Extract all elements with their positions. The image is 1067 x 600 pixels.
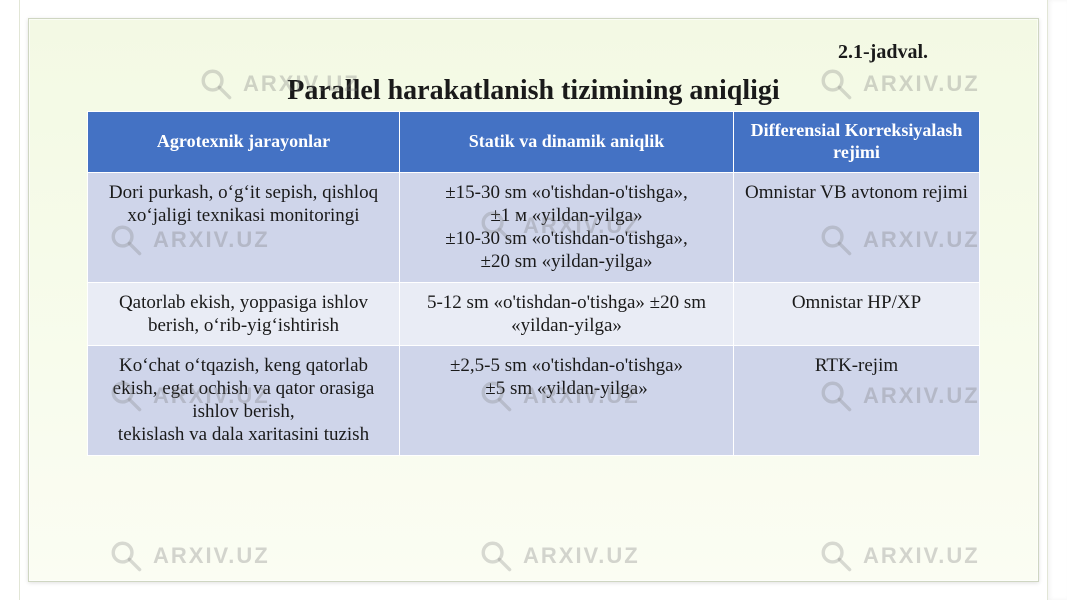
watermark-text: ARXIV.UZ xyxy=(863,543,980,569)
magnifier-icon xyxy=(819,539,853,573)
table-header-row: Agrotexnik jarayonlar Statik va dinamik … xyxy=(88,112,980,173)
cell-mode: Omnistar HP/XP xyxy=(734,282,980,345)
watermark-text: ARXIV.UZ xyxy=(153,543,270,569)
magnifier-icon xyxy=(109,539,143,573)
slide-title: Parallel harakatlanish tizimining aniqli… xyxy=(69,75,998,107)
cell-text: ±15-30 sm «o'tishdan-o'tishga», ±1 м «yi… xyxy=(445,182,688,273)
cell-process: Dori purkash, oʻgʻit sepish, qishloq xoʻ… xyxy=(88,172,400,282)
watermark: ARXIV.UZ xyxy=(479,539,640,573)
cell-text: Qatorlab ekish, yoppasiga ishlov berish,… xyxy=(119,292,368,336)
cell-mode: Omnistar VB avtonom rejimi xyxy=(734,172,980,282)
cell-accuracy: 5-12 sm «o'tishdan-o'tishga» ±20 sm «yil… xyxy=(400,282,734,345)
cell-mode: RTK-rejim xyxy=(734,345,980,455)
table-number-label: 2.1-jadval. xyxy=(838,41,928,64)
col-header-accuracy: Statik va dinamik aniqlik xyxy=(400,112,734,173)
cell-text: Dori purkash, oʻgʻit sepish, qishloq xoʻ… xyxy=(109,182,378,226)
watermark-text: ARXIV.UZ xyxy=(523,543,640,569)
col-header-mode: Differensial Korreksiyalash rejimi xyxy=(734,112,980,173)
cell-text: Koʻchat oʻtqazish, keng qatorlab ekish, … xyxy=(113,355,375,446)
cell-text: 5-12 sm «o'tishdan-o'tishga» ±20 sm «yil… xyxy=(427,292,706,336)
page-rail-right xyxy=(1047,0,1067,600)
cell-text: Omnistar VB avtonom rejimi xyxy=(745,182,968,203)
page-rail-left xyxy=(0,0,20,600)
watermark: ARXIV.UZ xyxy=(819,539,980,573)
accuracy-table: Agrotexnik jarayonlar Statik va dinamik … xyxy=(87,111,980,456)
cell-text: RTK-rejim xyxy=(815,355,898,376)
cell-text: ±2,5-5 sm «o'tishdan-o'tishga» ±5 sm «yi… xyxy=(450,355,683,399)
col-header-process: Agrotexnik jarayonlar xyxy=(88,112,400,173)
cell-accuracy: ±15-30 sm «o'tishdan-o'tishga», ±1 м «yi… xyxy=(400,172,734,282)
cell-text: Omnistar HP/XP xyxy=(792,292,921,313)
cell-accuracy: ±2,5-5 sm «o'tishdan-o'tishga» ±5 sm «yi… xyxy=(400,345,734,455)
cell-process: Koʻchat oʻtqazish, keng qatorlab ekish, … xyxy=(88,345,400,455)
table-row: Dori purkash, oʻgʻit sepish, qishloq xoʻ… xyxy=(88,172,980,282)
magnifier-icon xyxy=(479,539,513,573)
table-row: Koʻchat oʻtqazish, keng qatorlab ekish, … xyxy=(88,345,980,455)
watermark: ARXIV.UZ xyxy=(109,539,270,573)
table-row: Qatorlab ekish, yoppasiga ishlov berish,… xyxy=(88,282,980,345)
slide-container: ARXIV.UZARXIV.UZARXIV.UZARXIV.UZARXIV.UZ… xyxy=(28,18,1039,582)
cell-process: Qatorlab ekish, yoppasiga ishlov berish,… xyxy=(88,282,400,345)
